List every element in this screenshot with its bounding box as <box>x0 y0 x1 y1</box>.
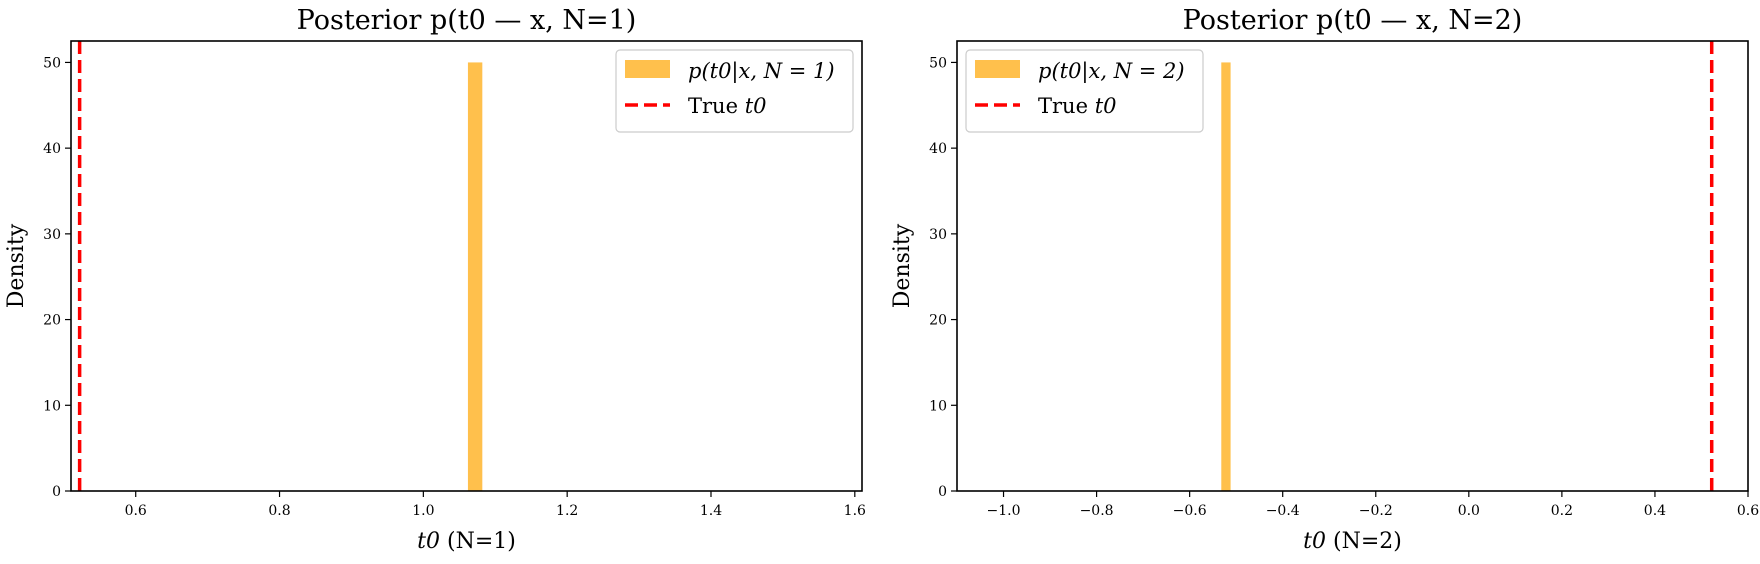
plot-area <box>1221 41 1714 491</box>
y-tick-label: 20 <box>43 313 61 329</box>
x-tick-label: −0.4 <box>1266 503 1300 519</box>
legend-line-label-prefix: True <box>688 94 745 118</box>
legend-box <box>615 49 854 133</box>
y-tick-label: 0 <box>938 484 947 500</box>
legend-hist-swatch <box>625 60 670 78</box>
x-tick-label: 0.4 <box>1644 503 1666 519</box>
y-tick-label: 0 <box>52 484 61 500</box>
legend: p(t0|x, N = 2) True t0 <box>965 49 1204 133</box>
axes-frame <box>956 40 1749 492</box>
x-tick-label: 1.0 <box>412 503 434 519</box>
axes-frame <box>70 40 863 492</box>
legend-line-label-prefix: True <box>1038 94 1095 118</box>
chart-title: Posterior p(t0 — x, N=1) <box>297 5 637 36</box>
legend-hist-swatch <box>975 60 1020 78</box>
legend-hist-label: p(t0|x, N = 1) <box>688 59 835 84</box>
x-axis-label-variable: t0 <box>1303 529 1326 554</box>
y-tick-label: 10 <box>43 398 61 414</box>
chart-title: Posterior p(t0 — x, N=2) <box>1183 5 1523 36</box>
x-tick-label: 1.2 <box>556 503 578 519</box>
x-tick-label: −0.2 <box>1359 503 1393 519</box>
y-axis-label: Density <box>890 223 915 308</box>
x-tick-label: 1.6 <box>844 503 866 519</box>
x-tick-label: −1.0 <box>987 503 1021 519</box>
x-tick-label: −0.8 <box>1080 503 1114 519</box>
x-tick-label: 0.2 <box>1551 503 1573 519</box>
x-tick-label: −0.6 <box>1173 503 1207 519</box>
legend-line-label: True t0 <box>688 94 767 118</box>
histogram-bar <box>467 62 483 491</box>
legend: p(t0|x, N = 1) True t0 <box>615 49 854 133</box>
y-tick-label: 40 <box>43 141 61 157</box>
histogram-bar <box>1221 62 1231 491</box>
y-tick-label: 10 <box>929 398 947 414</box>
y-tick-label: 30 <box>43 227 61 243</box>
x-axis-label: t0 (N=2) <box>1303 529 1402 554</box>
legend-hist-label: p(t0|x, N = 2) <box>1038 59 1185 84</box>
x-tick-label: 0.0 <box>1458 503 1480 519</box>
legend-line-label-variable: t0 <box>745 94 767 118</box>
y-tick-label: 50 <box>43 55 61 71</box>
x-axis-label: t0 (N=1) <box>417 529 516 554</box>
y-tick-label: 20 <box>929 313 947 329</box>
x-axis-label-variable: t0 <box>417 529 440 554</box>
x-axis-label-suffix: (N=1) <box>440 529 516 554</box>
legend-line-label: True t0 <box>1038 94 1117 118</box>
x-axis-label-suffix: (N=2) <box>1326 529 1402 554</box>
plot-area <box>77 41 483 491</box>
y-axis-label: Density <box>4 223 29 308</box>
chart-panel-1: 0.6 0.8 1.0 1.2 1.4 1.6 0 10 20 30 40 50 Posterior p… <box>4 5 866 554</box>
x-tick-label: 0.6 <box>1737 503 1759 519</box>
y-tick-label: 40 <box>929 141 947 157</box>
x-tick-label: 0.6 <box>125 503 147 519</box>
y-tick-label: 30 <box>929 227 947 243</box>
y-tick-label: 50 <box>929 55 947 71</box>
x-tick-label: 0.8 <box>268 503 290 519</box>
legend-line-label-variable: t0 <box>1095 94 1117 118</box>
x-tick-label: 1.4 <box>700 503 722 519</box>
chart-panel-2: −1.0 −0.8 −0.6 −0.4 −0.2 0.0 0.2 0.4 0.6 0 10 20 30 4… <box>890 5 1759 554</box>
legend-box <box>965 49 1204 133</box>
